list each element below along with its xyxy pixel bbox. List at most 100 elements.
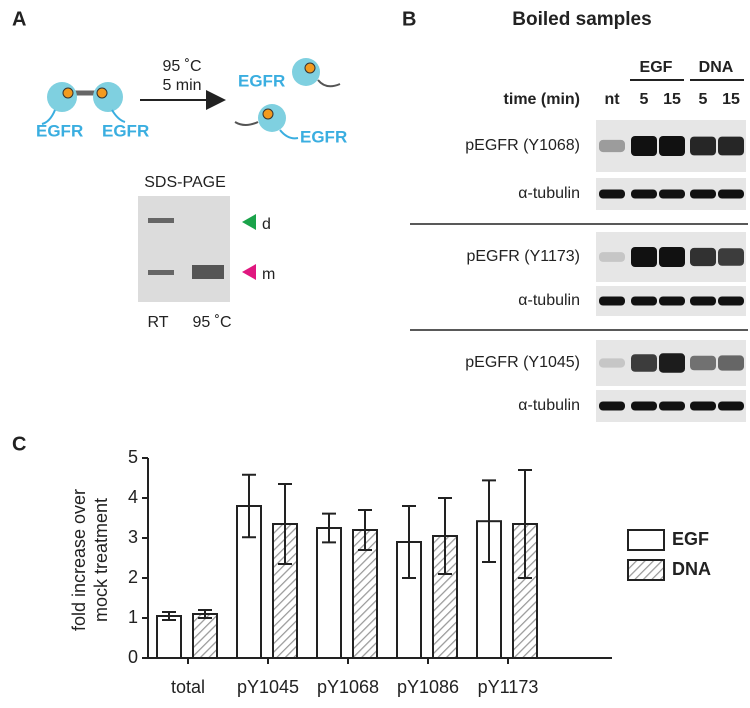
y-tick-label: 3 — [128, 527, 138, 547]
blot-band — [659, 296, 685, 306]
blot-band — [718, 296, 744, 306]
blot-label: pEGFR (Y1068) — [465, 137, 580, 154]
gel-title: SDS-PAGE — [144, 174, 226, 191]
condition: 95 ˚C — [162, 58, 201, 75]
blot-band — [659, 247, 685, 267]
blot-band — [631, 189, 657, 199]
x-tick-label: pY1068 — [317, 677, 379, 697]
tail — [279, 129, 299, 140]
lane-label: RT — [147, 314, 168, 331]
condition: 5 min — [162, 77, 201, 94]
blot-label: α-tubulin — [518, 292, 580, 309]
blot-band — [599, 296, 625, 306]
gel-band — [148, 218, 174, 223]
marker-arrow — [242, 214, 256, 230]
tail — [234, 121, 259, 126]
lane-label: 5 — [699, 91, 708, 108]
lane-label: 95 ˚C — [192, 314, 231, 331]
gel-band — [192, 265, 224, 279]
y-axis-label: mock treatment — [91, 498, 111, 622]
bar — [192, 613, 218, 659]
protein-label: EGFR — [36, 121, 83, 140]
blot-band — [718, 136, 744, 156]
x-tick-label: pY1045 — [237, 677, 299, 697]
blot-band — [690, 355, 716, 371]
error-bar — [198, 609, 212, 619]
ligand — [262, 108, 274, 120]
bar — [316, 527, 342, 659]
blot-band — [690, 401, 716, 411]
tail — [317, 79, 341, 88]
error-bar — [162, 611, 176, 621]
panel-a: A EGFR EGFR 95 ˚C 5 min EGFR EGFR SDS-PA… — [12, 8, 347, 331]
protein-label: EGFR — [238, 71, 285, 90]
blot-band — [718, 401, 744, 411]
blot-band — [599, 189, 625, 199]
error-bar — [322, 512, 336, 544]
error-bar — [402, 505, 416, 579]
error-bar — [518, 469, 532, 579]
y-tick-label: 2 — [128, 567, 138, 587]
marker-arrow — [242, 264, 256, 280]
blot-band — [690, 136, 716, 156]
group-label: DNA — [699, 59, 734, 76]
blot-label: α-tubulin — [518, 185, 580, 202]
blot-band — [631, 296, 657, 306]
blot-band — [599, 252, 625, 262]
x-tick-label: total — [171, 677, 205, 697]
axis-label: time (min) — [504, 91, 580, 108]
protein-label: EGFR — [102, 121, 149, 140]
legend-label: EGF — [672, 529, 709, 549]
lane-label: 15 — [663, 91, 681, 108]
lane-label: 15 — [722, 91, 740, 108]
receptor — [93, 82, 123, 112]
panel-label: B — [402, 8, 416, 30]
x-tick-label: pY1173 — [478, 677, 539, 697]
blot-band — [631, 401, 657, 411]
gel — [138, 196, 230, 302]
lane-label: 5 — [640, 91, 649, 108]
group-label: EGF — [640, 59, 673, 76]
gel-marker: m — [262, 266, 275, 283]
blot-band — [599, 139, 625, 153]
blot-band — [690, 189, 716, 199]
bar — [156, 615, 182, 659]
gel-band — [148, 270, 174, 275]
blot-band — [659, 353, 685, 373]
blot-band — [718, 189, 744, 199]
panel-label: A — [12, 8, 26, 30]
receptor — [47, 82, 77, 112]
y-tick-label: 5 — [128, 447, 138, 467]
legend-swatch — [627, 559, 665, 581]
blot-label: α-tubulin — [518, 397, 580, 414]
x-tick-label: pY1086 — [397, 677, 459, 697]
legend-label: DNA — [672, 559, 711, 579]
panel-title: Boiled samples — [512, 9, 651, 30]
blot-band — [631, 136, 657, 156]
legend-swatch — [627, 529, 665, 551]
y-tick-label: 4 — [128, 487, 138, 507]
blot-label: pEGFR (Y1173) — [466, 248, 580, 265]
blot-band — [631, 247, 657, 267]
bar — [352, 529, 378, 659]
error-bar — [242, 473, 256, 539]
y-axis-label: fold increase over — [69, 489, 89, 631]
ligand — [96, 87, 108, 99]
blot-band — [599, 358, 625, 368]
error-bar — [358, 509, 372, 551]
receptor — [258, 104, 286, 132]
blot-label: pEGFR (Y1045) — [465, 354, 580, 371]
y-tick-label: 1 — [128, 607, 138, 627]
blot-band — [659, 136, 685, 156]
protein-label: EGFR — [300, 127, 347, 146]
tail — [41, 109, 56, 125]
panel-b: B Boiled samples EGF DNA time (min) nt 5 1… — [402, 8, 748, 422]
y-tick-label: 0 — [128, 647, 138, 667]
panel-label: C — [12, 433, 26, 455]
error-bar — [482, 479, 496, 563]
error-bar — [438, 497, 452, 575]
tail — [111, 109, 126, 123]
blot-band — [659, 189, 685, 199]
ligand — [304, 62, 316, 74]
